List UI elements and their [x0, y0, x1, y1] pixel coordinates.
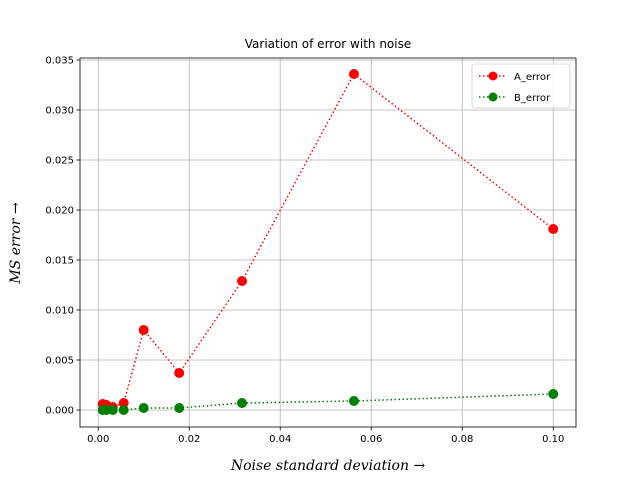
legend-label: A_error — [514, 72, 551, 83]
data-point-A_error — [348, 69, 359, 79]
data-point-A_error — [236, 276, 247, 286]
data-point-A_error — [548, 224, 559, 234]
data-point-B_error — [348, 396, 359, 406]
legend-marker — [488, 71, 498, 81]
grid — [80, 58, 576, 427]
y-tick-label: 0.010 — [45, 306, 74, 317]
series-layer — [97, 69, 559, 415]
chart-title: Variation of error with noise — [245, 37, 412, 51]
x-tick-label: 0.06 — [360, 434, 382, 445]
data-point-B_error — [138, 403, 149, 413]
y-tick-label: 0.030 — [45, 106, 74, 117]
plot-frame — [79, 57, 577, 428]
y-tick-label: 0.025 — [45, 156, 74, 167]
x-tick-label: 0.08 — [451, 434, 473, 445]
data-point-B_error — [107, 405, 118, 415]
data-point-A_error — [174, 368, 185, 378]
data-point-B_error — [236, 398, 247, 408]
x-axis-label: Noise standard deviation → — [230, 458, 426, 474]
x-tick-label: 0.04 — [269, 434, 291, 445]
y-tick-label: 0.035 — [45, 56, 74, 67]
y-tick-label: 0.015 — [45, 256, 74, 267]
legend: A_error B_error — [471, 63, 571, 109]
y-tick-label: 0.000 — [45, 406, 74, 417]
x-tick-label: 0.02 — [178, 434, 200, 445]
ticks: 0.00 0.02 0.04 0.06 0.08 0.10 0.000 0.005 0.010 0… — [45, 56, 564, 446]
x-tick-label: 0.10 — [542, 434, 564, 445]
data-point-A_error — [138, 325, 149, 335]
legend-marker — [488, 92, 498, 102]
y-axis-label: MS error → — [8, 202, 24, 285]
data-point-B_error — [174, 403, 185, 413]
legend-label: B_error — [514, 93, 551, 104]
y-tick-label: 0.005 — [45, 356, 74, 367]
x-tick-label: 0.00 — [87, 434, 109, 445]
y-tick-label: 0.020 — [45, 206, 74, 217]
data-point-B_error — [548, 389, 559, 399]
data-point-B_error — [118, 405, 129, 415]
